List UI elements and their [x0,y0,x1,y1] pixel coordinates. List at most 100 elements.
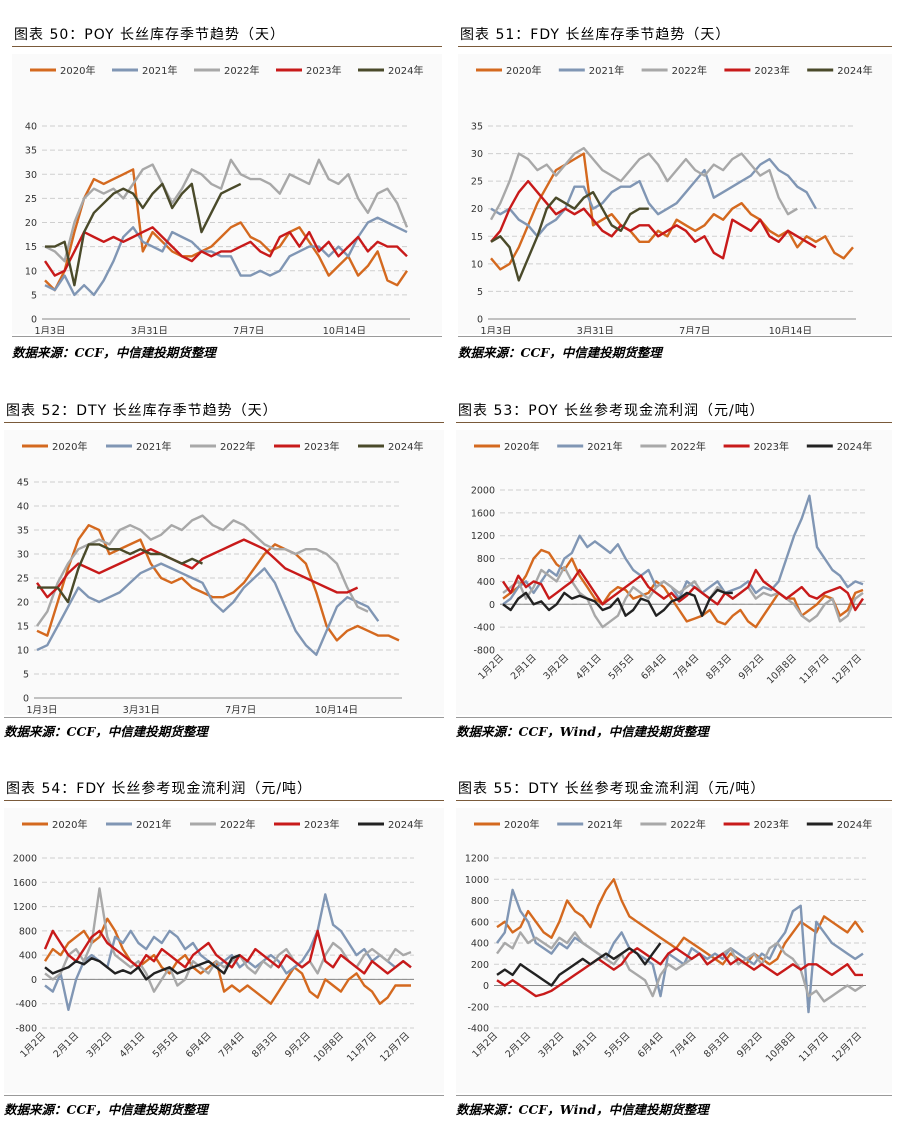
y-tick-label: -400 [473,623,495,634]
y-tick-label: 400 [471,939,489,950]
legend-label: 2020年 [52,818,87,831]
chart-panel-fdy-inventory: 图表 51：FDY 长丝库存季节趋势（天） 2020年 2021年 2022年 202… [458,22,892,362]
y-tick-label: 20 [25,218,37,229]
x-tick-label: 3月2日 [85,1030,115,1060]
y-tick-label: 25 [25,194,37,205]
x-tick-label: 12月7日 [378,1030,412,1064]
x-tick-label: 9月2日 [283,1030,313,1060]
fdy-inventory-chart: 2020年 2021年 2022年 2023年 2024年 0 5 10 15 20 25 30 35 1… [471,64,873,334]
series-line-2021年 [44,216,408,297]
x-tick-label: 10月8日 [765,652,799,686]
series-line-2022年 [489,146,798,221]
y-tick-label: 35 [17,526,29,537]
legend-label: 2022年 [670,818,705,831]
legend-label: 2020年 [504,818,539,831]
x-tick-label: 1月2日 [470,1030,500,1060]
x-tick-label: 4月1日 [118,1030,148,1060]
chart-area: 2020年 2021年 2022年 2023年 2024年 0 5 10 15 20 25 30 35 1… [458,54,892,334]
x-tick-label: 8月3日 [704,652,734,682]
series-line-2024年 [37,543,204,604]
chart-area: 2020年 2021年 2022年 2023年 2024年 0 5 10 15 20 25 30 35 4… [4,430,444,715]
legend-label: 2024年 [388,64,423,77]
chart-panel-poy-inventory: 图表 50：POY 长丝库存季节趋势（天） 2020年 2021年 2022年 202… [12,22,442,362]
y-tick-label: 15 [17,622,29,633]
y-tick-label: -400 [467,1024,489,1035]
x-tick-label: 5月5日 [151,1030,181,1060]
series-line-2020年 [36,523,400,642]
series-line-2022年 [496,931,864,1003]
x-tick-label: 3月31日 [131,326,168,334]
title-divider [4,800,444,801]
y-tick-label: 5 [31,290,37,301]
x-tick-label: 8月3日 [702,1030,732,1060]
x-tick-label: 1月2日 [18,1030,48,1060]
legend-label: 2024年 [837,440,872,453]
legend-label: 2023年 [754,64,789,77]
y-tick-label: 15 [471,232,483,243]
x-tick-label: 2月1日 [503,1030,533,1060]
fdy-profit-chart: 2020年 2021年 2022年 2023年 2024年 -800 -400 0 400 800… [13,818,424,1064]
legend: 2020年 2021年 2022年 2023年 2024年 [474,440,872,453]
chart-area: 2020年 2021年 2022年 2023年 2024年 0 5 10 15 20 25 30 35 4… [12,54,442,334]
series-line-2024年 [490,190,649,282]
x-tick-label: 1月2日 [476,652,506,682]
x-tick-label: 7月7日 [233,326,264,334]
legend-label: 2023年 [754,440,789,453]
y-tick-label: 10 [471,259,483,270]
x-tick-label: 9月2日 [737,652,767,682]
x-tick-label: 10月8日 [764,1030,798,1064]
y-tick-label: 5 [477,287,483,298]
source-divider [456,1095,892,1096]
source-divider [456,717,892,718]
legend: 2020年 2021年 2022年 2023年 2024年 [474,818,872,831]
series-line-2021年 [44,893,412,1012]
series-line-2020年 [44,168,408,292]
x-tick-label: 11月7日 [798,652,832,686]
series-line-2023年 [44,226,408,277]
x-tick-label: 1月3日 [34,326,65,334]
series-line-2022年 [502,565,864,629]
legend: 2020年 2021年 2022年 2023年 2024年 [476,64,873,77]
source-note: 数据来源：CCF，Wind，中信建投期货整理 [456,1102,709,1117]
legend-label: 2024年 [837,64,872,77]
y-tick-label: 25 [471,177,483,188]
legend: 2020年 2021年 2022年 2023年 2024年 [22,440,423,453]
x-tick-label: 10月8日 [312,1030,346,1064]
x-tick-label: 6月4日 [636,1030,666,1060]
series-line-2024年 [45,182,242,287]
x-tick-label: 8月3日 [250,1030,280,1060]
y-tick-label: 400 [477,577,495,588]
x-tick-label: 4月1日 [574,652,604,682]
y-tick-label: 30 [471,149,483,160]
legend: 2020年 2021年 2022年 2023年 2024年 [22,818,423,831]
legend-label: 2021年 [589,64,624,77]
legend: 2020年 2021年 2022年 2023年 2024年 [30,64,423,77]
series-line-2024年 [44,953,241,981]
title-divider [456,800,892,801]
series-line-2022年 [44,158,409,263]
y-tick-label: 35 [25,146,37,157]
dty-inventory-chart: 2020年 2021年 2022年 2023年 2024年 0 5 10 15 20 25 30 35 4… [17,440,424,715]
x-tick-label: 7月7日 [225,705,256,715]
x-tick-label: 9月2日 [735,1030,765,1060]
x-tick-label: 7月7日 [679,326,710,334]
y-tick-label: 600 [471,917,489,928]
poy-inventory-chart: 2020年 2021年 2022年 2023年 2024年 0 5 10 15 20 25 30 35 4… [25,64,424,334]
x-tick-label: 1月3日 [480,326,511,334]
source-divider [4,717,444,718]
x-tick-label: 3月2日 [537,1030,567,1060]
y-tick-label: 0 [489,600,495,611]
legend-label: 2023年 [304,440,339,453]
y-tick-label: -800 [15,1024,37,1035]
legend-label: 2024年 [388,818,423,831]
legend-label: 2020年 [52,440,87,453]
source-divider [12,336,442,337]
chart-title: 图表 54：FDY 长丝参考现金流利润（元/吨） [6,781,313,797]
legend-label: 2024年 [388,440,423,453]
x-tick-label: 2月1日 [509,652,539,682]
y-tick-label: 0 [31,975,37,986]
y-tick-label: 40 [17,502,29,513]
x-tick-label: 7月4日 [669,1030,699,1060]
y-tick-label: 2000 [471,486,495,497]
legend-label: 2021年 [587,440,622,453]
